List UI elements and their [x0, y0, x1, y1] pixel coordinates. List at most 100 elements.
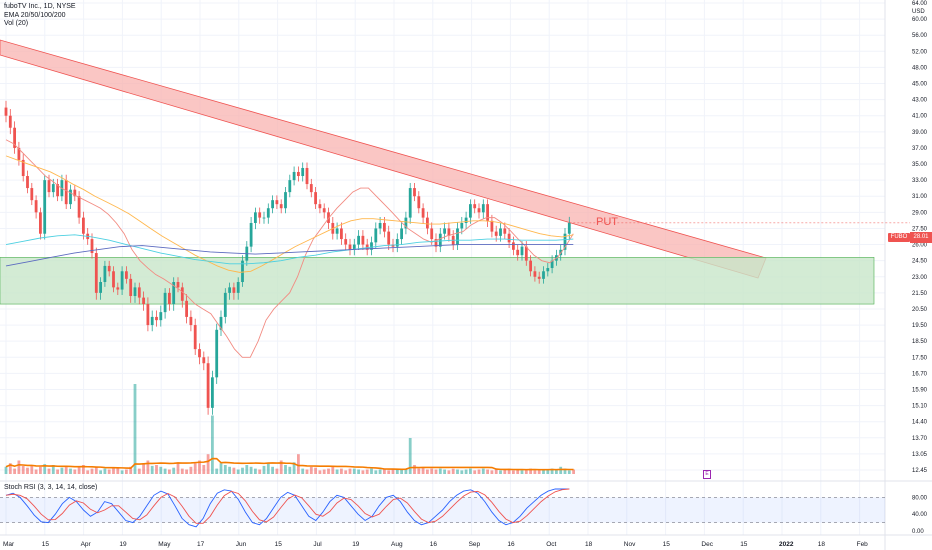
volume-bar [550, 468, 554, 474]
last-price-badge: 28.01 [910, 232, 932, 243]
volume-bar [318, 470, 322, 474]
candle-body [456, 228, 459, 245]
time-axis[interactable]: Mar 15 Apr 19 May 17 Jun 15 Jul 19 Aug 16 Sep 16 Oct 18… [3, 541, 868, 548]
candle-body [103, 265, 107, 283]
ema-100-line [5, 234, 574, 265]
candle-body [344, 239, 348, 245]
candle-body [47, 180, 51, 193]
candle-body [168, 292, 171, 305]
volume-bar [284, 465, 287, 474]
candle-body [318, 204, 322, 209]
time-tick-label: Jul [313, 541, 322, 548]
candle-body [193, 325, 197, 350]
time-tick-label: 15 [740, 541, 748, 548]
volume-bar [21, 465, 25, 474]
volume-bar [223, 465, 227, 474]
candle-body [507, 233, 511, 243]
candle-body [430, 228, 434, 240]
volume-bar [524, 469, 528, 474]
candle-body [542, 271, 545, 279]
volume-bar [481, 468, 485, 474]
price-tick-label: 37.00 [912, 146, 928, 152]
volume-bar [86, 470, 90, 474]
volume-bar [469, 468, 472, 474]
volume-bar [309, 466, 313, 474]
volume-bar [447, 470, 451, 474]
volume-bar [344, 470, 348, 474]
candle-body [185, 300, 188, 317]
volume-bar [73, 469, 77, 474]
candle-body [34, 200, 38, 213]
candle-body [241, 260, 244, 283]
volume-bars [4, 384, 575, 474]
volume-bar [305, 469, 309, 474]
candle-body [408, 188, 412, 218]
volume-bar [331, 466, 335, 474]
time-tick-label: Apr [81, 541, 92, 548]
price-tick-label: 29.00 [912, 210, 928, 216]
volume-bar [464, 469, 468, 474]
candle-body [357, 235, 360, 245]
volume-bar [82, 465, 85, 474]
volume-bar [219, 463, 223, 474]
volume-bar [262, 465, 266, 474]
volume-bar [477, 469, 481, 474]
price-axis[interactable]: 64.00 60.00 56.00 52.00 48.00 45.00 43.00 41.00… [912, 1, 928, 474]
volume-bar [413, 465, 416, 474]
candle-body [469, 204, 472, 218]
volume-bar [395, 469, 399, 474]
candle-body [219, 316, 223, 330]
volume-bar [206, 454, 210, 474]
volume-bar [168, 469, 171, 474]
stoch-d-line [5, 488, 570, 524]
ema-50-line [5, 155, 574, 273]
candle-body [499, 228, 502, 236]
time-tick-label: Dec [701, 541, 713, 548]
candles [4, 100, 571, 415]
volume-bar [516, 469, 520, 474]
volume-bar [567, 470, 571, 474]
price-tick-label: 35.00 [912, 162, 928, 168]
candle-body [395, 239, 399, 247]
volume-bar [155, 465, 158, 474]
price-tick-label: 13.05 [912, 452, 928, 458]
candle-body [383, 222, 386, 232]
volume-bar [60, 467, 64, 474]
candle-body [146, 304, 150, 326]
chart-title: fuboTV Inc., 1D, NYSE [4, 3, 76, 10]
candle-body [494, 231, 498, 236]
candle-body [426, 217, 429, 229]
price-tick-label: 16.70 [912, 371, 928, 377]
volume-bar [357, 469, 360, 474]
volume-bar [408, 438, 412, 474]
candle-body [391, 244, 395, 247]
price-tick-label: 13.70 [912, 436, 928, 442]
candle-body [550, 260, 554, 269]
chart-legend: fuboTV Inc., 1D, NYSE EMA 20/50/100/200 … [4, 3, 76, 29]
price-tick-label: 19.50 [912, 323, 928, 329]
volume-bar [443, 469, 446, 474]
candle-body [374, 228, 378, 243]
volume-bar [266, 463, 270, 474]
candle-body [524, 246, 528, 261]
earnings-event-marker[interactable]: E [703, 470, 711, 479]
candle-body [301, 167, 305, 177]
candle-body [520, 246, 524, 256]
time-tick-label: 16 [430, 541, 438, 548]
volume-bar [542, 470, 545, 474]
price-tick-label: 24.50 [912, 259, 928, 265]
volume-bar [348, 468, 352, 474]
candle-body [567, 222, 571, 234]
volume-bar [490, 470, 494, 474]
volume-bar [361, 470, 365, 474]
stoch-k-line [5, 488, 570, 528]
volume-bar [340, 468, 343, 474]
volume-bar [546, 469, 550, 474]
candle-body [43, 180, 47, 234]
candle-body [297, 171, 300, 177]
volume-bar [202, 465, 206, 474]
volume-bar [112, 467, 115, 474]
volume-legend: Vol (20) [4, 20, 29, 27]
candle-body [309, 184, 313, 193]
